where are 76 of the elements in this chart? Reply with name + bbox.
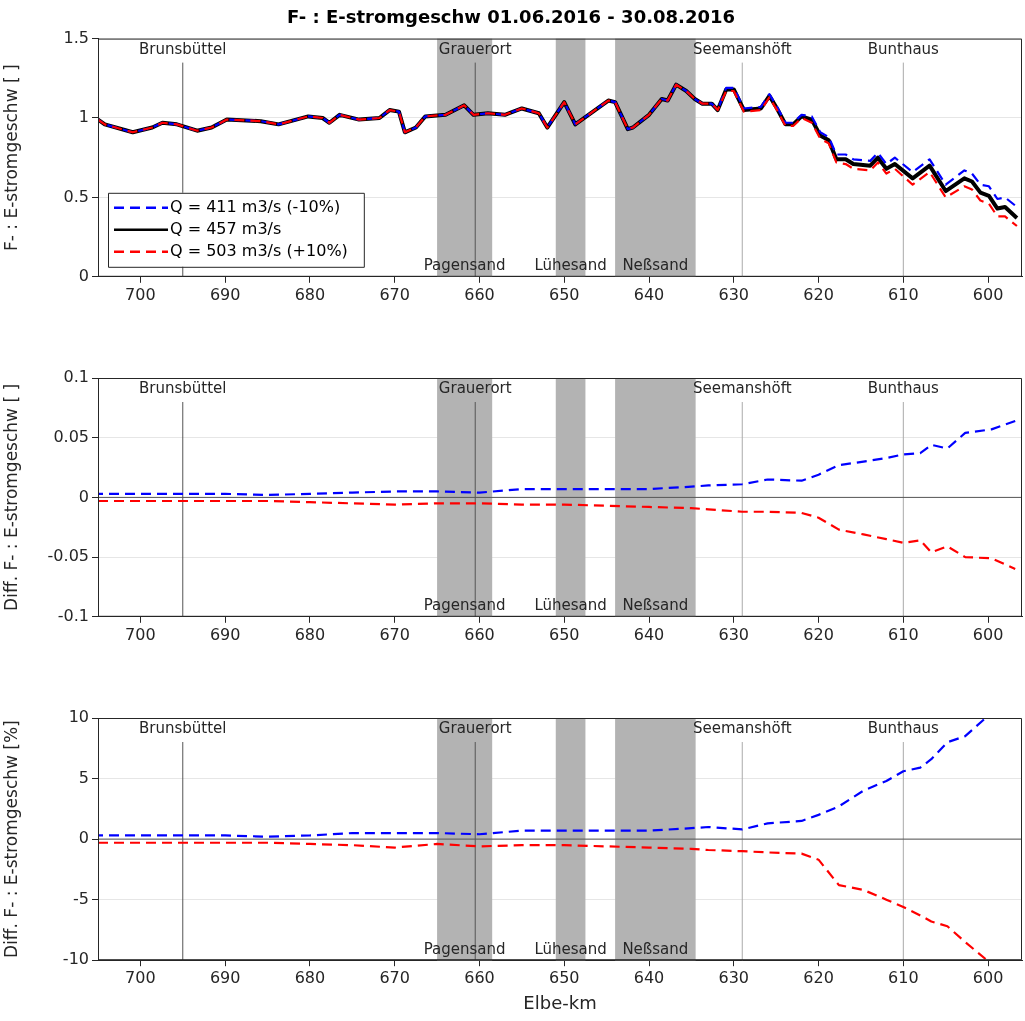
x-tick-label: 630 (718, 624, 750, 644)
x-tick-label: 670 (379, 624, 410, 644)
x-tick-label: 650 (548, 967, 580, 987)
ref-line-label: Bunthaus (867, 39, 940, 58)
x-tick-label: 680 (294, 967, 326, 987)
x-tick-label: 610 (888, 624, 919, 644)
band-label: Lühesand (534, 596, 607, 615)
ref-line-label: Bunthaus (867, 379, 940, 398)
y-tick-label: 0.1 (63, 367, 89, 387)
x-tick-label: 660 (464, 624, 495, 644)
x-tick-label: 610 (888, 284, 919, 304)
x-tick-label: 670 (379, 967, 410, 987)
band-label: Pagensand (423, 596, 506, 615)
x-tick-label: 680 (294, 624, 326, 644)
x-tick-label: 700 (125, 967, 156, 987)
band-label: Neßsand (622, 256, 689, 275)
y-axis-title: Diff. F- : E-stromgeschw [%] (0, 720, 21, 958)
y-axis-title: Diff. F- : E-stromgeschw [ ] (0, 383, 21, 611)
x-tick-label: 690 (209, 624, 241, 644)
x-tick-label: 620 (803, 967, 834, 987)
ref-line-label: Bunthaus (867, 719, 940, 738)
band-label: Pagensand (423, 256, 506, 275)
y-tick-label: 1 (78, 107, 89, 127)
x-tick-label: 660 (464, 967, 495, 987)
ref-line-label: Grauerort (438, 379, 512, 398)
y-axis-title: F- : E-stromgeschw [ ] (0, 64, 21, 252)
x-tick-label: 620 (803, 284, 834, 304)
x-tick-label: 700 (125, 284, 156, 304)
x-tick-label: 670 (379, 284, 410, 304)
x-tick-label: 650 (548, 284, 580, 304)
band-label: Lühesand (534, 256, 607, 275)
x-tick-label: 650 (548, 624, 580, 644)
x-tick-label: 630 (718, 284, 750, 304)
y-tick-label: -0.05 (47, 546, 89, 566)
ref-line-label: Seemanshöft (692, 379, 792, 398)
ref-line-label: Grauerort (438, 39, 512, 58)
x-tick-label: 600 (972, 967, 1004, 987)
ref-line-label: Brunsbüttel (139, 39, 227, 58)
x-tick-label: 630 (718, 967, 750, 987)
y-tick-label: 10 (68, 707, 89, 727)
y-tick-label: 1.5 (63, 27, 89, 47)
x-tick-label: 620 (803, 624, 834, 644)
chart-title: F- : E-stromgeschw 01.06.2016 - 30.08.2016 (287, 6, 735, 28)
x-axis-title: Elbe-km (523, 991, 597, 1013)
ref-line-label: Seemanshöft (692, 719, 792, 738)
y-tick-label: -0.1 (57, 605, 89, 625)
legend-label: Q = 457 m3/s (170, 218, 282, 238)
band-label: Lühesand (534, 939, 607, 958)
y-tick-label: 5 (78, 767, 89, 787)
x-tick-label: 640 (633, 284, 665, 304)
legend-label: Q = 503 m3/s (+10%) (170, 240, 348, 260)
x-tick-label: 610 (888, 967, 919, 987)
ref-line-label: Brunsbüttel (139, 379, 227, 398)
y-tick-label: 0.05 (53, 426, 89, 446)
x-tick-label: 690 (209, 967, 241, 987)
x-tick-label: 680 (294, 284, 326, 304)
y-tick-label: -10 (62, 949, 89, 969)
x-tick-label: 600 (972, 624, 1004, 644)
x-tick-label: 600 (972, 284, 1004, 304)
y-tick-label: 0.5 (63, 186, 89, 206)
band-label: Neßsand (622, 596, 689, 615)
x-tick-label: 690 (209, 284, 241, 304)
y-tick-label: 0 (78, 265, 89, 285)
band-label: Neßsand (622, 939, 689, 958)
band-label: Pagensand (423, 939, 506, 958)
x-tick-label: 660 (464, 284, 495, 304)
y-tick-label: 0 (78, 486, 89, 506)
y-tick-label: -5 (73, 888, 89, 908)
legend-label: Q = 411 m3/s (-10%) (170, 196, 341, 216)
x-tick-label: 640 (633, 624, 665, 644)
y-tick-label: 0 (78, 828, 89, 848)
x-tick-label: 700 (125, 624, 156, 644)
ref-line-label: Grauerort (438, 719, 512, 738)
ref-line-label: Brunsbüttel (139, 719, 227, 738)
x-tick-label: 640 (633, 967, 665, 987)
ref-line-label: Seemanshöft (692, 39, 792, 58)
